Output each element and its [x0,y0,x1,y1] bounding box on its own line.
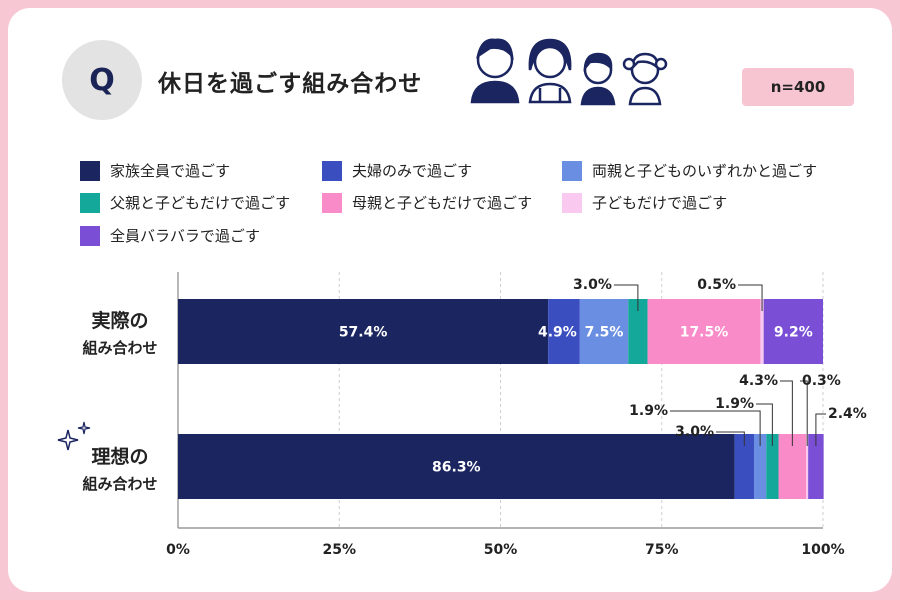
legend-label: 全員バラバラで過ごす [110,227,261,245]
bar-segment [579,299,629,364]
bar-segment [753,434,767,499]
bar-segment [808,434,824,499]
data-label: 1.9% [629,403,668,419]
leader-line [780,380,793,446]
data-label: 0.3% [802,373,841,389]
leader-line [738,284,763,311]
data-label: 57.4% [339,325,388,341]
bar-segment [628,299,648,364]
girl-icon [622,52,668,106]
legend-label: 家族全員で過ごす [110,162,231,180]
leader-line [613,284,639,311]
data-label: 86.3% [432,460,481,476]
x-tick-label: 75% [645,542,679,558]
row-label-line1: 理想の [91,446,149,468]
legend-swatch [562,160,582,181]
x-tick-label: 50% [484,542,518,558]
legend-swatch [80,160,100,181]
legend-label: 父親と子どもだけで過ごす [110,194,291,212]
leader-line [670,410,761,446]
legend-label: 母親と子どもだけで過ごす [352,194,533,212]
legend-item-children-only: 子どもだけで過ごす [562,192,727,213]
row-label-line2: 組み合わせ [82,339,158,357]
row-label-line2: 組み合わせ [82,475,158,493]
leader-line [756,403,773,446]
bar-segment [806,434,809,499]
legend-swatch [80,225,100,246]
data-label: 9.2% [774,325,813,341]
data-label: 17.5% [680,325,729,341]
mother-icon [528,38,572,104]
question-badge-label: Q [89,62,115,98]
data-label: 7.5% [585,325,624,341]
legend-swatch [322,192,342,213]
data-label: 0.5% [697,277,736,293]
x-tick-label: 100% [801,542,844,558]
data-label: 2.4% [828,406,867,422]
bar-segment [766,434,779,499]
leader-line [815,413,826,446]
legend-item-family-all: 家族全員で過ごす [80,160,230,181]
x-tick-label: 25% [322,542,356,558]
legend-label: 両親と子どものいずれかと過ごす [592,162,818,180]
legend-item-couple: 夫婦のみで過ごす [322,160,472,181]
bar-segment [548,299,580,364]
legend-label: 夫婦のみで過ごす [352,162,473,180]
x-tick-label: 0% [166,542,190,558]
legend-swatch [80,192,100,213]
page-title: 休日を過ごす組み合わせ [158,71,423,97]
father-icon [470,38,520,104]
legend-item-mother-child: 母親と子どもだけで過ごす [322,192,532,213]
sample-size-badge: n=400 [742,68,854,106]
sparkle-icon [57,421,91,451]
data-label: 4.9% [538,325,577,341]
row-label-line1: 実際の [91,310,149,332]
legend-item-father-child: 父親と子どもだけで過ごす [80,192,290,213]
data-label: 4.3% [739,373,778,389]
legend-label: 子どもだけで過ごす [592,194,728,212]
bar-segment [734,434,754,499]
row-label-ideal: 理想の 組み合わせ [70,442,170,494]
leader-line [716,431,745,446]
bar-segment [178,434,735,499]
data-label: 1.9% [715,396,754,412]
data-label: 3.0% [675,424,714,440]
data-label: 3.0% [573,277,612,293]
bar-segment [763,299,823,364]
legend-swatch [322,160,342,181]
row-label-actual: 実際の 組み合わせ [70,306,170,358]
legend-item-parents-child: 両親と子どものいずれかと過ごす [562,160,817,181]
bar-segment [178,299,549,364]
legend-item-separate: 全員バラバラで過ごす [80,225,260,246]
leader-line [800,380,808,446]
legend-swatch [562,192,582,213]
question-badge: Q [62,40,142,120]
bar-segment [760,299,764,364]
bar-segment [647,299,761,364]
boy-icon [580,52,616,106]
family-illustration [470,38,668,106]
